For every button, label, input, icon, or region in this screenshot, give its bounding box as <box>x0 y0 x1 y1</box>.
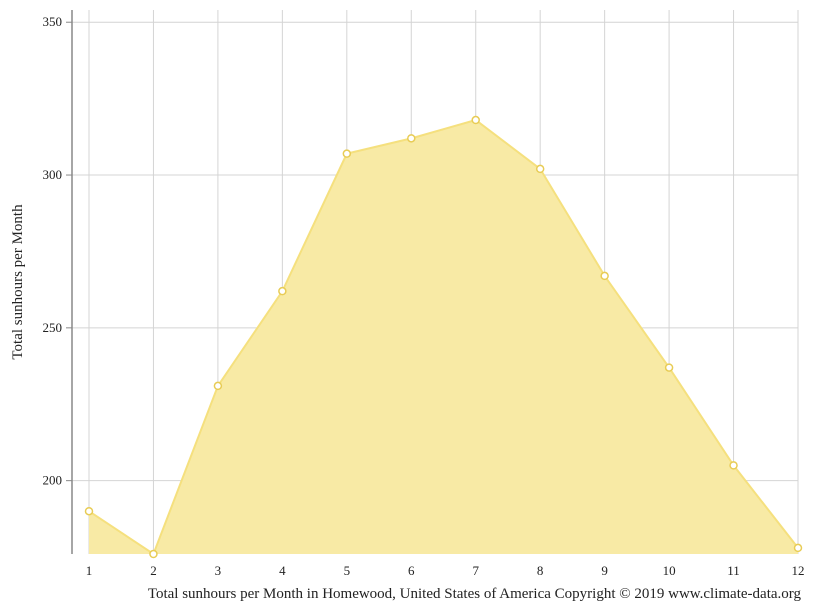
y-tick-label: 250 <box>43 320 63 335</box>
data-point-marker[interactable] <box>471 115 480 125</box>
data-point-marker[interactable] <box>729 461 738 470</box>
data-point-marker[interactable] <box>342 149 352 158</box>
data-point-marker[interactable] <box>278 286 287 296</box>
data-point-marker[interactable] <box>600 271 609 281</box>
x-tick-label: 6 <box>408 563 415 578</box>
x-tick-label: 2 <box>150 563 157 578</box>
x-tick-label: 5 <box>344 563 351 578</box>
x-tick-label: 12 <box>792 563 805 578</box>
x-tick-label: 3 <box>215 563 222 578</box>
y-axis-title: Total sunhours per Month <box>10 204 26 360</box>
data-point-marker[interactable] <box>535 164 545 174</box>
x-tick-label: 8 <box>537 563 544 578</box>
x-tick-label: 11 <box>727 563 740 578</box>
x-tick-label: 1 <box>86 563 93 578</box>
axis-layer <box>66 10 73 554</box>
marker-layer <box>84 115 803 559</box>
x-tick-label: 7 <box>472 563 479 578</box>
sunhours-area-fill <box>89 120 798 555</box>
sunhours-series-line <box>88 118 799 556</box>
x-tick-label: 4 <box>279 563 286 578</box>
x-tick-label: 10 <box>663 563 676 578</box>
area-layer <box>88 118 799 556</box>
y-tick-label: 350 <box>43 14 63 29</box>
x-tick-label: 9 <box>601 563 608 578</box>
y-tick-label: 300 <box>43 167 63 182</box>
data-point-marker[interactable] <box>213 381 223 391</box>
chart-caption: Total sunhours per Month in Homewood, Un… <box>148 586 802 602</box>
y-tick-label: 200 <box>43 473 63 488</box>
data-point-marker[interactable] <box>407 134 416 143</box>
data-point-marker[interactable] <box>149 549 158 559</box>
data-point-marker[interactable] <box>84 506 94 516</box>
data-point-marker[interactable] <box>793 543 803 553</box>
data-point-marker[interactable] <box>664 363 674 372</box>
